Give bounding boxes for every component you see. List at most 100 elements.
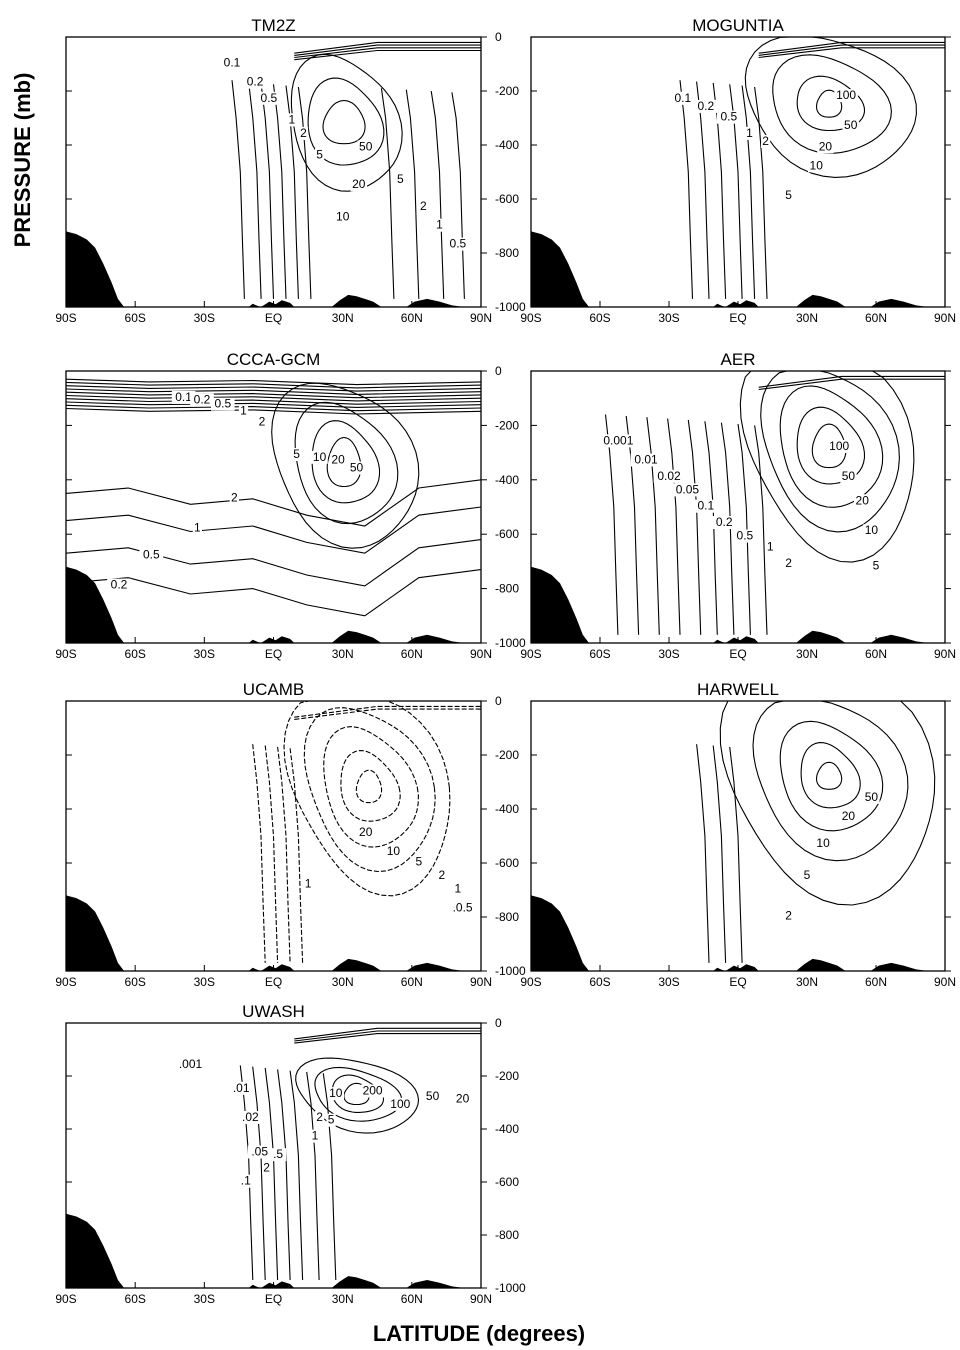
contour-label: 1 [436, 218, 443, 232]
y-tick-label: -400 [495, 473, 519, 487]
x-tick-label: 30N [796, 647, 818, 661]
contour-label: 100 [836, 88, 856, 102]
contour-vertical [625, 415, 640, 635]
contour-label-bg [303, 877, 313, 891]
contour-upper [65, 407, 482, 415]
contour-label: 0.2 [247, 75, 264, 89]
contour-loop [283, 700, 451, 897]
contour-label-bg [712, 516, 736, 529]
contour-label-bg [348, 461, 365, 475]
x-tick-label: 30N [332, 975, 354, 989]
contour-label: 2 [420, 199, 427, 213]
contour-label-bg [269, 1148, 287, 1162]
x-tick-label: 60N [401, 311, 423, 325]
x-tick-label: 30S [658, 647, 679, 661]
contour-label: 0.1 [224, 56, 241, 70]
contour-lines [604, 370, 945, 635]
contour-upper [65, 394, 482, 402]
contour-vertical [248, 81, 262, 299]
x-tick-label: 90N [470, 975, 492, 989]
contour-loop [340, 750, 401, 822]
contour-vertical [729, 84, 743, 299]
contour-label-bg [257, 415, 267, 429]
contour-vertical [754, 86, 768, 299]
y-tick-label: -800 [495, 582, 519, 596]
plot-frame [530, 370, 946, 644]
terrain-fill [531, 231, 945, 307]
contour-label: 20 [819, 139, 833, 153]
contour-label-bg [863, 524, 880, 538]
plot-frame [65, 36, 482, 308]
contour-label-bg [327, 1087, 344, 1101]
contour-upper [294, 41, 481, 54]
contour-lines [231, 41, 481, 299]
panel-title-uwash: UWASH [242, 1002, 305, 1021]
x-tick-label: 60N [865, 647, 887, 661]
x-tick-label: 90N [470, 647, 492, 661]
y-tick-label: -1000 [495, 636, 526, 650]
x-tick-label: EQ [265, 975, 282, 989]
contour-vertical [737, 423, 751, 635]
contour-loop [811, 423, 847, 469]
contour-label-bg [454, 1092, 471, 1106]
x-tick-label: 60S [589, 975, 610, 989]
x-tick-label: 60S [125, 975, 146, 989]
contour-label: 50 [865, 790, 879, 804]
x-tick-label: 30N [796, 311, 818, 325]
contour-loop [779, 720, 884, 832]
contour-upper [758, 41, 945, 54]
panel-moguntia: MOGUNTIA 90S 60S 30S EQ 30N 60N 90N 0.1 0.2 0.5 12 5… [520, 16, 956, 325]
contour-label: 20 [856, 493, 870, 507]
y-tick-label: -200 [495, 418, 519, 432]
contour-label: 0.01 [634, 453, 658, 467]
contour-label: 50 [426, 1089, 440, 1103]
contour-loop [744, 36, 917, 178]
contour-label-bg [326, 1113, 336, 1127]
contour-vertical [712, 745, 727, 963]
contour-label-bg [315, 1111, 325, 1124]
contour-label: 0.1 [175, 390, 192, 404]
contour-label-bg [863, 790, 880, 804]
contour-vertical [754, 425, 768, 635]
contour-label: 2 [300, 126, 307, 140]
x-tick-label: 90S [55, 1292, 76, 1306]
contour-vertical [687, 419, 702, 635]
contour-label: 0.02 [657, 469, 681, 483]
contour-upper [65, 401, 482, 408]
terrain-fill [66, 231, 481, 307]
contour-label: 0.1 [674, 91, 691, 105]
contour-label: 200 [363, 1084, 383, 1098]
y-tick-label: -400 [495, 1122, 519, 1136]
contour-label-bg [418, 199, 428, 213]
panel-harwell: HARWELL 90S 60S 30S EQ 30N 60N 90N 50 20 10 5 2 [520, 680, 956, 989]
contour-upper [294, 44, 481, 56]
contour-label-bg [229, 491, 239, 505]
panels-group: TM2Z 90S 60S 30S EQ 30N 60N 90N 0 -200 -400 -600 -80… [55, 16, 956, 1306]
contour-label: 2 [785, 909, 792, 923]
x-tick-label: 60N [401, 647, 423, 661]
contour-label: 5 [397, 172, 404, 186]
contour-vertical [720, 422, 735, 635]
contour-vertical [277, 746, 291, 963]
contour-vertical [297, 86, 312, 299]
contour-label-bg [220, 56, 244, 70]
contour-upper [65, 388, 482, 395]
contour-label: 0.2 [697, 99, 714, 113]
contour-vertical [696, 744, 710, 963]
contour-label: .1 [241, 1174, 251, 1188]
contour-label-bg [357, 826, 374, 839]
y-tick-label: -800 [495, 246, 519, 260]
contour-label-bg [808, 159, 825, 173]
contour-vertical [289, 1070, 304, 1281]
x-tick-label: EQ [265, 647, 282, 661]
contour-label-bg [672, 483, 703, 497]
x-tick-label: EQ [265, 1292, 282, 1306]
contour-label-bg [395, 172, 405, 186]
contour-label-bg [802, 869, 812, 883]
contour-label: 10 [336, 210, 350, 224]
contour-label-bg [171, 390, 196, 404]
x-tick-label: EQ [729, 975, 746, 989]
contour-upper [65, 391, 482, 399]
contour-vertical [289, 748, 304, 963]
contour-vertical [239, 1065, 254, 1281]
